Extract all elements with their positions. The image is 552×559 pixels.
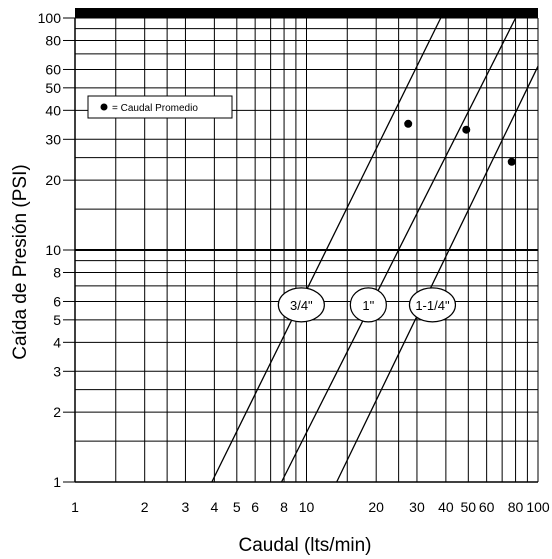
tick-labels: 1 2 3 4 5 6 8 10 20 30 40 50 60 80 1001234568102030405… (38, 10, 550, 515)
x-tick-label-8: 8 (280, 499, 288, 515)
series-label-bubble-three-quarter (277, 287, 325, 323)
x-tick-label-4: 4 (210, 499, 218, 515)
series-label-bubble-one-and-quarter (408, 287, 457, 323)
x-tick-label-80: 80 (508, 499, 524, 515)
y-tick-label-4: 4 (53, 334, 61, 350)
avg-point-three-quarter (404, 119, 413, 128)
series-line-one (280, 17, 517, 483)
y-tick-label-6: 6 (53, 293, 61, 309)
series-label-one-and-quarter: 1-1/4" (415, 298, 450, 313)
x-tick-label-5: 5 (233, 499, 241, 515)
y-tick-label-2: 2 (53, 404, 61, 420)
y-tick-label-40: 40 (45, 102, 61, 118)
x-tick-label-1: 1 (71, 499, 79, 515)
series-line-one-and-quarter (336, 65, 539, 483)
y-axis-label: Caída de Presión (PSI) (10, 164, 31, 359)
y-tick-label-30: 30 (45, 131, 61, 147)
y-tick-label-10: 10 (45, 242, 61, 258)
legend: = Caudal Promedio (87, 95, 233, 119)
top-thick-border (75, 8, 538, 18)
x-tick-label-3: 3 (182, 499, 190, 515)
y-tick-label-8: 8 (53, 264, 61, 280)
x-tick-label-30: 30 (409, 499, 425, 515)
x-axis-label: Caudal (lts/min) (238, 535, 371, 556)
y-tick-label-80: 80 (45, 32, 61, 48)
y-tick-label-60: 60 (45, 61, 61, 77)
x-tick-label-6: 6 (251, 499, 259, 515)
y-tick-label-3: 3 (53, 363, 61, 379)
y-tick-label-5: 5 (53, 312, 61, 328)
series-label-bubble-one (349, 287, 387, 323)
x-tick-label-50: 50 (461, 499, 477, 515)
y-tick-label-50: 50 (45, 80, 61, 96)
series-label-one: 1" (362, 298, 374, 313)
legend-box (87, 95, 233, 119)
x-tick-label-2: 2 (141, 499, 149, 515)
x-tick-label-60: 60 (479, 499, 495, 515)
y-tick-label-1: 1 (53, 474, 61, 490)
avg-point-one-and-quarter (507, 157, 516, 166)
x-tick-label-100: 100 (526, 499, 550, 515)
y-tick-label-100: 100 (38, 10, 62, 26)
x-tick-label-40: 40 (438, 499, 454, 515)
plot-top-border (75, 8, 538, 18)
legend-text: = Caudal Promedio (112, 103, 198, 114)
x-tick-label-10: 10 (299, 499, 315, 515)
legend-marker (100, 103, 108, 111)
series-label-three-quarter: 3/4" (290, 298, 313, 313)
series-lines: 3/4" 1" 1-1/4" (211, 17, 539, 483)
grid-lines (74, 17, 539, 483)
avg-point-one (462, 125, 471, 134)
y-tick-label-20: 20 (45, 172, 61, 188)
x-tick-label-20: 20 (368, 499, 384, 515)
series-line-three-quarter (211, 17, 442, 483)
